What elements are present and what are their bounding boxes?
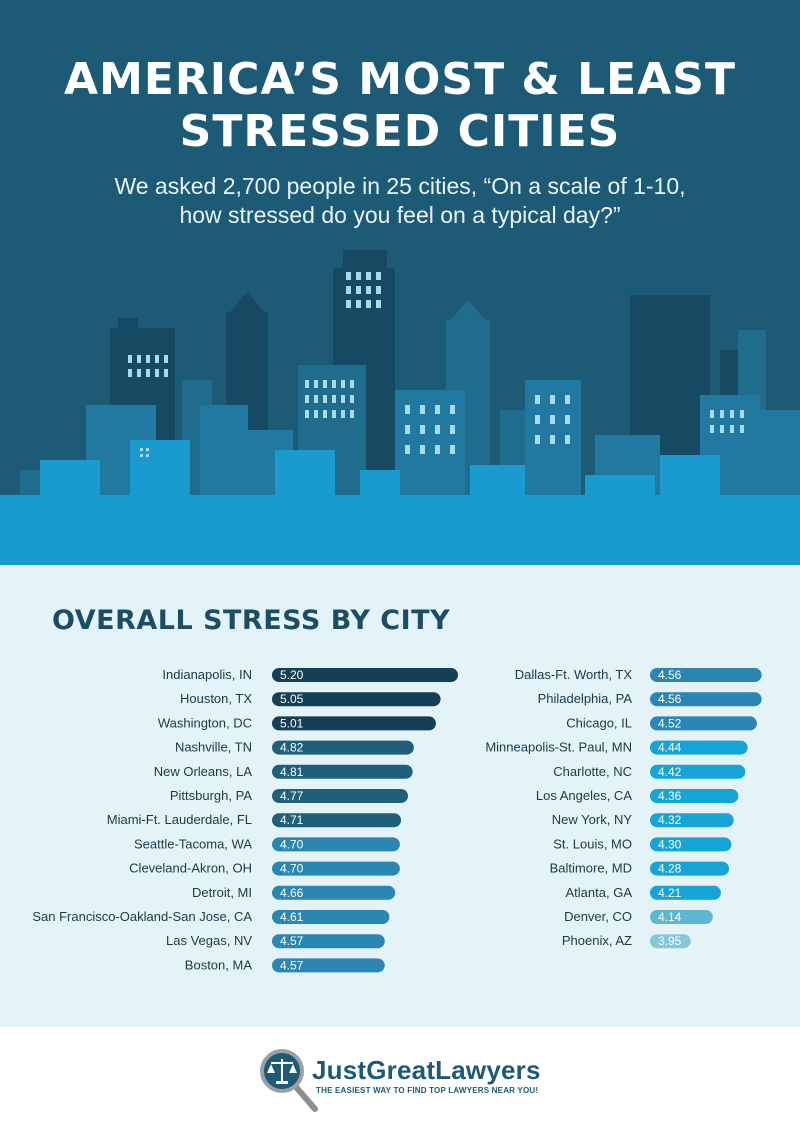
bar-value-label: 4.56 [658, 668, 682, 682]
magnifier-scales-logo-icon [260, 1049, 318, 1112]
bar-value-label: 4.71 [280, 813, 304, 827]
stress-bar [272, 668, 458, 682]
brand-name: JustGreatLawyers [312, 1055, 541, 1085]
stress-bar [272, 934, 385, 949]
bar-value-label: 4.44 [658, 741, 682, 755]
city-label: St. Louis, MO [553, 836, 632, 851]
stress-bar [272, 861, 400, 876]
bar-value-label: 4.32 [658, 813, 682, 827]
bar-value-label: 4.57 [280, 958, 304, 972]
stress-bar [650, 910, 713, 924]
bar-value-label: 4.14 [658, 910, 682, 924]
stress-bar [650, 813, 734, 828]
city-label: Minneapolis-St. Paul, MN [485, 740, 632, 755]
stress-bar [650, 740, 748, 755]
stress-bar [272, 692, 441, 707]
stress-bar [650, 885, 721, 900]
city-label: Chicago, IL [566, 715, 632, 730]
bar-value-label: 4.42 [658, 765, 682, 779]
bar-value-label: 4.28 [658, 862, 682, 876]
bar-value-label: 4.56 [658, 692, 682, 706]
bar-value-label: 5.01 [280, 716, 304, 730]
stress-bar [272, 837, 400, 852]
title-line-2: STRESSED CITIES [179, 106, 621, 157]
bar-value-label: 4.70 [280, 837, 304, 851]
stress-bar [272, 789, 409, 803]
stress-bar [650, 668, 762, 682]
stress-bar [650, 837, 732, 852]
city-label: Nashville, TN [175, 740, 252, 755]
city-label: Charlotte, NC [553, 764, 632, 779]
bar-value-label: 5.20 [280, 668, 304, 682]
bar-value-label: 3.95 [658, 934, 682, 948]
stress-bar [650, 692, 762, 707]
city-label: Los Angeles, CA [536, 788, 632, 803]
bar-value-label: 4.70 [280, 862, 304, 876]
stress-bar [272, 885, 396, 900]
bar-value-label: 4.61 [280, 910, 304, 924]
city-label: Cleveland-Akron, OH [129, 861, 252, 876]
city-label: Denver, CO [564, 909, 632, 924]
stress-bar [650, 861, 730, 876]
city-label: Pittsburgh, PA [170, 788, 252, 803]
chart-section: OVERALL STRESS BY CITY Indianapolis, IN 5… [0, 565, 800, 1027]
city-label: Boston, MA [185, 957, 253, 972]
city-label: Las Vegas, NV [166, 933, 252, 948]
subtitle-line-2: how stressed do you feel on a typical da… [179, 202, 621, 228]
bar-value-label: 4.57 [280, 934, 304, 948]
stress-bar [650, 764, 746, 779]
bar-value-label: 4.81 [280, 765, 304, 779]
bar-value-label: 4.77 [280, 789, 304, 803]
city-label: Detroit, MI [192, 885, 252, 900]
stress-bar [272, 716, 436, 731]
city-label: Phoenix, AZ [562, 933, 632, 948]
hero-banner: AMERICA’S MOST & LEAST STRESSED CITIES W… [0, 0, 800, 565]
survey-question: We asked 2,700 people in 25 cities, “On … [0, 172, 800, 230]
bar-value-label: 5.05 [280, 692, 304, 706]
city-label: San Francisco-Oakland-San Jose, CA [32, 909, 252, 924]
city-label: Indianapolis, IN [162, 667, 252, 682]
subtitle-line-1: We asked 2,700 people in 25 cities, “On … [114, 173, 686, 199]
page-title: AMERICA’S MOST & LEAST STRESSED CITIES [0, 54, 800, 158]
stress-bar [650, 934, 691, 949]
city-label: Houston, TX [180, 691, 252, 706]
city-label: Baltimore, MD [550, 861, 632, 876]
city-label: Seattle-Tacoma, WA [134, 836, 252, 851]
stress-bar [272, 740, 414, 755]
city-label: Atlanta, GA [566, 885, 633, 900]
footer: JustGreatLawyers THE EASIEST WAY TO FIND… [0, 1027, 800, 1134]
stress-bar [272, 958, 385, 973]
city-label: New Orleans, LA [154, 764, 253, 779]
city-label: Washington, DC [158, 715, 252, 730]
city-label: Miami-Ft. Lauderdale, FL [107, 812, 252, 827]
stress-bar [272, 813, 402, 828]
title-line-1: AMERICA’S MOST & LEAST [64, 54, 736, 105]
bar-value-label: 4.30 [658, 837, 682, 851]
bar-value-label: 4.36 [658, 789, 682, 803]
city-label: New York, NY [552, 812, 633, 827]
brand-tagline: THE EASIEST WAY TO FIND TOP LAWYERS NEAR… [316, 1086, 539, 1095]
stress-bar [272, 764, 413, 779]
stress-bar [650, 716, 757, 731]
stress-bar [272, 910, 390, 924]
chart-title: OVERALL STRESS BY CITY [52, 605, 451, 636]
city-skyline-illustration [0, 250, 800, 565]
stress-bar [650, 789, 739, 803]
stress-bar-chart: Indianapolis, IN 5.20 Houston, TX 5.05 Washi… [32, 667, 762, 973]
city-label: Philadelphia, PA [538, 691, 633, 706]
bar-value-label: 4.52 [658, 716, 682, 730]
bar-value-label: 4.82 [280, 741, 304, 755]
bar-value-label: 4.21 [658, 886, 682, 900]
bar-value-label: 4.66 [280, 886, 304, 900]
city-label: Dallas-Ft. Worth, TX [515, 667, 633, 682]
